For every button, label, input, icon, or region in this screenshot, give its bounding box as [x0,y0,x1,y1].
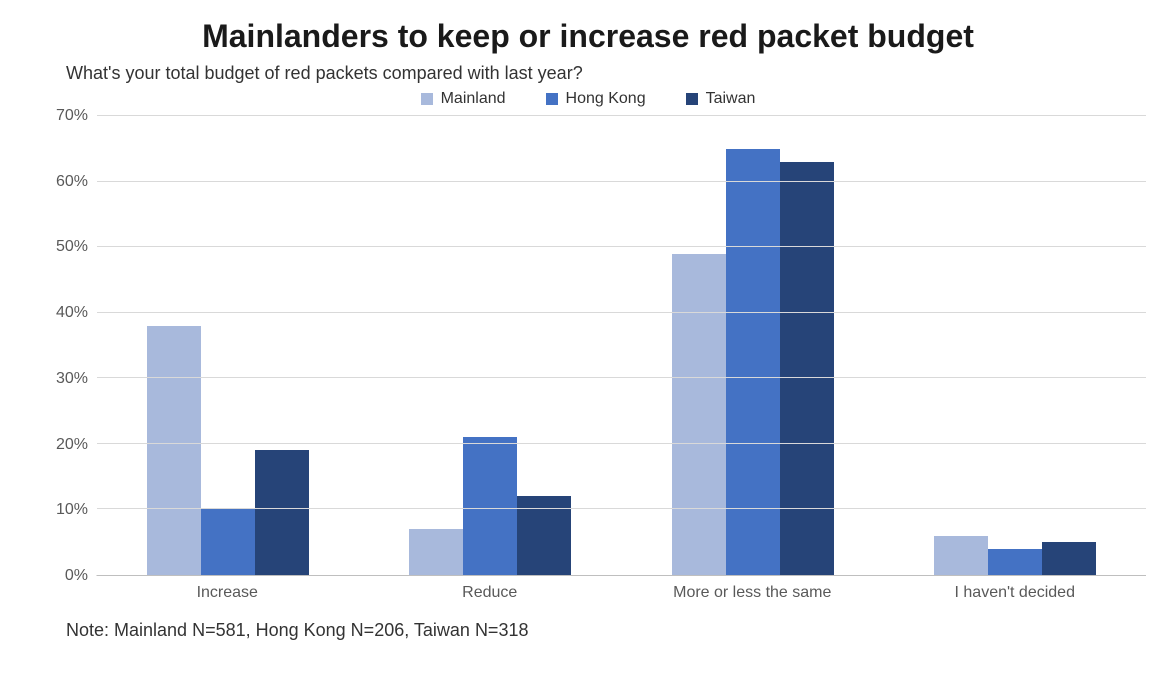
bar [780,162,834,575]
legend: Mainland Hong Kong Taiwan [30,90,1146,108]
bar [147,326,201,575]
bar [934,536,988,575]
x-tick-label: Increase [96,584,359,602]
x-tick-label: I haven't decided [884,584,1147,602]
chart-subtitle: What's your total budget of red packets … [66,63,1146,84]
x-tick-label: More or less the same [621,584,884,602]
bar [255,450,309,575]
bar-groups [97,116,1146,575]
bar-group [622,116,884,575]
legend-item: Mainland [421,90,506,108]
legend-swatch [546,93,558,105]
x-tick-label: Reduce [359,584,622,602]
bar-group [97,116,359,575]
y-tick-label: 30% [56,370,88,388]
bar [726,149,780,575]
y-tick-label: 70% [56,107,88,125]
bar [672,254,726,575]
bar [1042,542,1096,575]
y-tick-label: 50% [56,238,88,256]
plot [96,116,1146,576]
bar [988,549,1042,575]
gridline [97,115,1146,116]
y-tick-label: 40% [56,304,88,322]
bar-group [884,116,1146,575]
gridline [97,181,1146,182]
y-tick-label: 0% [65,567,88,585]
bar [201,509,255,575]
gridline [97,246,1146,247]
y-axis: 0%10%20%30%40%50%60%70% [30,116,96,576]
y-tick-label: 10% [56,501,88,519]
bar [409,529,463,575]
legend-label: Mainland [441,90,506,108]
y-tick-label: 20% [56,436,88,454]
legend-swatch [421,93,433,105]
legend-item: Taiwan [686,90,756,108]
gridline [97,443,1146,444]
legend-swatch [686,93,698,105]
gridline [97,312,1146,313]
gridline [97,377,1146,378]
legend-label: Hong Kong [566,90,646,108]
chart-title: Mainlanders to keep or increase red pack… [30,18,1146,55]
legend-item: Hong Kong [546,90,646,108]
gridline [97,508,1146,509]
x-axis: IncreaseReduceMore or less the sameI hav… [96,584,1146,602]
chart-note: Note: Mainland N=581, Hong Kong N=206, T… [66,620,1146,641]
bar [463,437,517,575]
plot-area: 0%10%20%30%40%50%60%70% [30,116,1146,576]
legend-label: Taiwan [706,90,756,108]
y-tick-label: 60% [56,173,88,191]
bar-group [359,116,621,575]
chart-container: Mainlanders to keep or increase red pack… [0,0,1176,679]
